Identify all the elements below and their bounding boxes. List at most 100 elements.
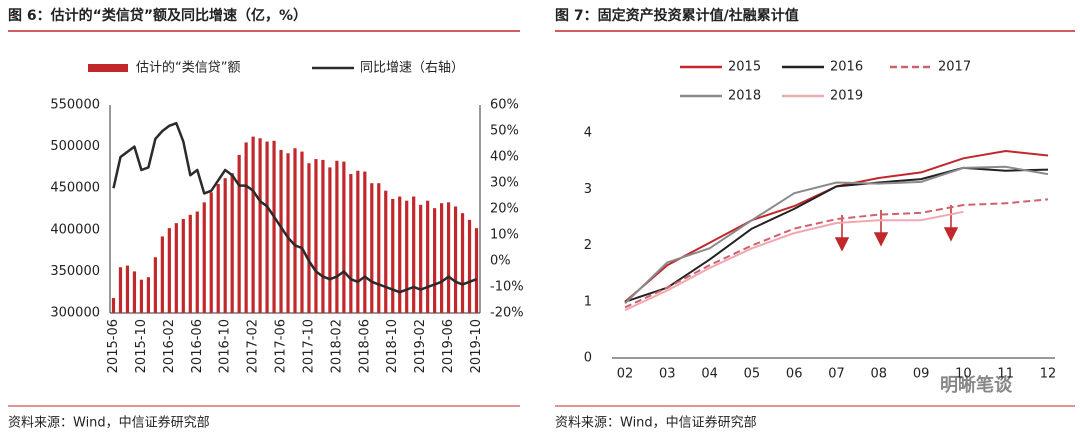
x-tick-label: 11: [997, 367, 1014, 382]
legend-label: 2016: [830, 60, 863, 75]
bar: [258, 138, 262, 313]
bar: [370, 183, 374, 313]
y2-tick-label: 10%: [490, 228, 519, 243]
x-tick-label: 06: [786, 367, 803, 382]
x-tick-label: 12: [1040, 367, 1057, 382]
bar: [146, 277, 150, 313]
y-tick-label: 300000: [50, 306, 100, 321]
bar: [391, 199, 395, 313]
bar: [230, 173, 234, 313]
bar: [363, 171, 367, 313]
arrows: [834, 205, 959, 252]
source: 资料来源：Wind，中信证券研究部: [555, 415, 757, 431]
bar: [446, 202, 451, 313]
x-tick-label: 2019-02: [413, 319, 428, 373]
watermark: 明晰笔谈: [940, 374, 1013, 396]
y-tick-label: 550000: [50, 98, 100, 113]
bar: [426, 200, 430, 313]
bar: [244, 142, 248, 313]
x-tick-label: 04: [701, 367, 718, 382]
series-line: [112, 121, 477, 294]
bar: [398, 196, 402, 313]
bar: [474, 228, 479, 313]
source: 资料来源：Wind，中信证券研究部: [8, 415, 210, 431]
x-tick-label: 03: [659, 367, 676, 382]
bar: [440, 203, 444, 313]
bar: [237, 154, 241, 313]
series-line: [624, 198, 1049, 309]
bar: [433, 208, 437, 313]
x-tick-label: 02: [617, 367, 634, 382]
bar: [335, 160, 339, 313]
bar: [167, 228, 171, 313]
series-line: [624, 210, 964, 312]
legend-label: 估计的“类信贷”额: [136, 60, 240, 76]
bar: [300, 151, 304, 313]
legend-label: 2019: [830, 89, 863, 104]
x-tick-label: 2019-10: [469, 319, 484, 373]
legend-label: 2015: [728, 60, 761, 75]
x-tick-label: 2017-02: [246, 319, 261, 373]
bar: [216, 184, 220, 313]
bar: [125, 265, 130, 313]
y-tick-label: 2: [584, 238, 592, 253]
x-tick-label: 07: [828, 367, 845, 382]
x-tick-label: 2016-06: [190, 319, 205, 373]
bar: [195, 211, 199, 313]
x-tick-label: 2018-02: [329, 319, 344, 373]
series-line: [624, 165, 1049, 305]
y-tick-label: 500000: [50, 139, 100, 154]
bar: [181, 218, 185, 313]
arrow-head: [943, 227, 959, 242]
bar: [160, 236, 164, 313]
arrow-head: [873, 232, 889, 247]
series-line: [624, 166, 1049, 303]
y-tick-label: 350000: [50, 264, 100, 279]
bar: [321, 159, 325, 313]
x-tick-label: 2019-06: [441, 319, 456, 373]
bar: [223, 178, 227, 313]
bar: [342, 161, 346, 313]
bar: [272, 140, 276, 313]
bar: [202, 202, 206, 313]
y2-tick-label: 50%: [490, 124, 519, 139]
y2-tick-label: 20%: [490, 202, 519, 217]
bar: [279, 149, 283, 313]
y-tick-label: 450000: [50, 181, 100, 196]
bar: [209, 192, 213, 313]
bar: [118, 267, 123, 313]
bar: [111, 298, 116, 313]
y2-tick-label: -10%: [490, 280, 524, 295]
legend-swatch: [88, 64, 128, 72]
y-tick-label: 1: [584, 294, 592, 309]
x-tick-label: 2018-06: [357, 319, 372, 373]
y2-tick-label: -20%: [490, 306, 524, 321]
x-tick-label: 2015-06: [106, 319, 121, 373]
bar: [453, 206, 458, 313]
x-tick-label: 08: [871, 367, 888, 382]
bar: [356, 170, 360, 313]
y2-tick-label: 40%: [490, 150, 519, 165]
bar: [188, 214, 192, 313]
legend-label: 同比增速（右轴）: [360, 61, 464, 76]
bar: [251, 136, 255, 313]
bar: [265, 141, 269, 313]
bar: [132, 271, 137, 313]
y-tick-label: 4: [584, 126, 592, 141]
y-tick-label: 3: [584, 182, 592, 197]
x-tick-label: 2016-10: [218, 319, 233, 373]
chart-title: 图 6：估计的“类信贷”额及同比增速（亿，%）: [8, 7, 307, 24]
x-tick-label: 2016-02: [162, 319, 177, 373]
y2-tick-label: 60%: [490, 98, 519, 113]
chart-title: 图 7：固定资产投资累计值/社融累计值: [555, 7, 799, 24]
bar: [307, 163, 311, 313]
bar: [314, 159, 318, 313]
x-tick-label: 2017-10: [301, 319, 316, 373]
bar: [174, 223, 178, 313]
bar: [405, 200, 409, 313]
bar: [153, 257, 157, 313]
y-tick-label: 0: [584, 351, 592, 366]
bar: [384, 190, 388, 313]
x-tick-label: 10: [955, 367, 972, 382]
